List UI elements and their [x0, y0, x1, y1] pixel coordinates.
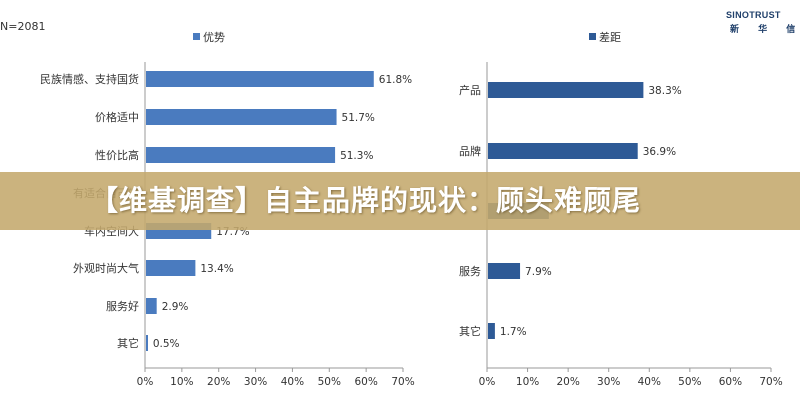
bar — [146, 147, 336, 163]
x-tick-label: 60% — [354, 376, 377, 388]
x-tick-label: 60% — [719, 376, 742, 388]
bar-value-label: 51.7% — [342, 112, 375, 124]
bar — [146, 298, 157, 314]
legend-swatch — [589, 33, 596, 40]
bar-value-label: 36.9% — [643, 146, 676, 158]
x-tick-label: 0% — [479, 376, 496, 388]
x-tick-label: 50% — [318, 376, 341, 388]
advantage-chart: 优势 0% 10% 20% 30% 40% 50% 60% 70% 61.8% 民族情感、支持国货… — [40, 31, 415, 388]
x-tick-label: 40% — [281, 376, 304, 388]
category-label: 其它 — [459, 324, 481, 338]
category-label: 产品 — [459, 83, 481, 97]
logo-text-en: SINOTRUST — [726, 10, 781, 20]
x-tick-label: 70% — [759, 376, 782, 388]
x-tick-label: 70% — [391, 376, 414, 388]
bar — [488, 82, 644, 98]
bar — [488, 323, 495, 339]
x-tick-label: 10% — [170, 376, 193, 388]
x-tick-label: 20% — [207, 376, 230, 388]
x-tick-label: 30% — [244, 376, 267, 388]
sinotrust-logo: SINOTRUST 新 华 信 — [726, 10, 798, 44]
category-label: 其它 — [117, 336, 139, 350]
bar-value-label: 7.9% — [525, 266, 552, 278]
bar — [488, 143, 638, 159]
bar — [146, 260, 196, 276]
x-tick-label: 30% — [597, 376, 620, 388]
x-tick-label: 40% — [638, 376, 661, 388]
category-label: 性价比高 — [95, 148, 139, 162]
bar-value-label: 51.3% — [340, 150, 373, 162]
bar-value-label: 38.3% — [648, 85, 681, 97]
bar — [146, 71, 374, 87]
category-label: 品牌 — [459, 144, 481, 158]
banner-title: 【维基调查】自主品牌的现状：顾头难顾尾 — [90, 184, 642, 217]
bar-value-label: 61.8% — [379, 74, 412, 86]
sample-size-note: N=2081 — [0, 20, 45, 33]
bar-value-label: 1.7% — [500, 326, 527, 338]
bar-value-label: 2.9% — [162, 301, 189, 313]
x-tick-label: 0% — [137, 376, 154, 388]
legend-label: 优势 — [203, 31, 225, 44]
bar — [146, 335, 148, 351]
logo-text-cn: 新 华 信 — [730, 25, 800, 35]
bar — [146, 109, 337, 125]
bar — [488, 263, 521, 279]
gap-chart: 差距 0% 10% 20% 30% 40% 50% 60% 70% 38.3% 产品 36.9% 品牌… — [459, 30, 783, 388]
x-tick-label: 20% — [556, 376, 579, 388]
category-label: 民族情感、支持国货 — [40, 72, 139, 86]
bar-value-label: 13.4% — [200, 263, 233, 275]
category-label: 外观时尚大气 — [73, 261, 139, 275]
category-label: 服务 — [459, 265, 481, 278]
category-label: 服务好 — [106, 299, 139, 313]
x-tick-label: 50% — [678, 376, 701, 388]
x-tick-label: 10% — [516, 376, 539, 388]
category-label: 价格适中 — [95, 110, 139, 124]
bar-value-label: 0.5% — [153, 338, 180, 350]
title-banner: 【维基调查】自主品牌的现状：顾头难顾尾 — [0, 172, 800, 230]
legend-swatch — [193, 33, 200, 40]
legend-label: 差距 — [599, 30, 621, 44]
